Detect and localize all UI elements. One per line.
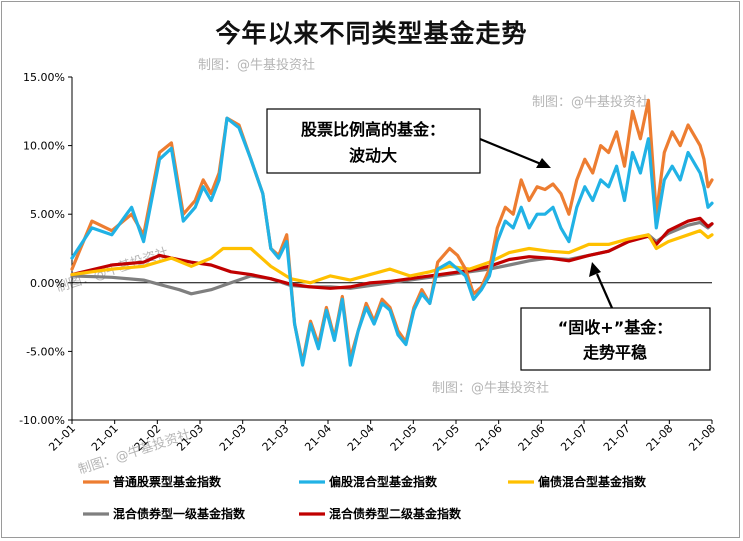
watermark: 制图：@牛基投资社	[432, 380, 549, 396]
x-tick-label: 21-08	[644, 422, 676, 454]
x-tick-label: 21-05	[430, 422, 462, 454]
x-tick-label: 21-07	[601, 422, 633, 454]
x-tick-label: 21-06	[473, 422, 505, 454]
x-tick-label: 21-08	[686, 422, 718, 454]
chart-title: 今年以来不同类型基金走势	[215, 19, 528, 48]
y-tick-label: 15.00%	[23, 71, 65, 84]
callout-equity-box	[266, 108, 481, 174]
y-tick-label: -5.00%	[26, 345, 65, 358]
callout-fixed-income-arrow	[595, 273, 614, 309]
legend-label: 偏债混合型基金指数	[538, 474, 647, 489]
y-axis-ticks: 15.00% 10.00% 5.00% 0.00% -5.00% -10.00%	[19, 71, 72, 427]
x-tick-label: 21-04	[345, 422, 377, 454]
callout-equity-arrowhead	[536, 158, 551, 168]
x-tick-label: 21-04	[302, 422, 334, 454]
callout-fixed-income-box	[520, 307, 711, 371]
series-lines	[70, 98, 714, 367]
legend-label: 混合债券型一级基金指数	[113, 506, 246, 521]
callout-fixed-income: “固收+”基金： 走势平稳	[520, 262, 711, 371]
callout-equity: 股票比例高的基金： 波动大	[266, 108, 551, 174]
callout-fixed-income-line-2: 走势平稳	[582, 343, 647, 362]
y-tick-label: 10.00%	[23, 140, 65, 153]
x-tick-label: 21-06	[516, 422, 548, 454]
x-tick-label: 21-01	[89, 422, 121, 454]
series-line-1	[70, 116, 714, 367]
callout-equity-line-2: 波动大	[349, 146, 397, 165]
x-tick-label: 21-07	[558, 422, 590, 454]
watermark: 制图：@牛基投资社	[532, 94, 649, 110]
watermark: 制图：@牛基投资社	[76, 426, 192, 477]
legend-label: 偏股混合型基金指数	[329, 474, 438, 489]
x-tick-label: 21-03	[260, 422, 292, 454]
callout-equity-line-1: 股票比例高的基金：	[301, 120, 445, 139]
x-tick-label: 21-05	[388, 422, 420, 454]
callout-equity-arrow	[479, 137, 542, 166]
x-tick-label: 21-03	[217, 422, 249, 454]
y-tick-label: 0.00%	[30, 277, 65, 290]
callout-fixed-income-arrowhead	[589, 262, 601, 277]
legend-label: 混合债券型二级基金指数	[329, 506, 462, 521]
y-tick-label: 5.00%	[30, 208, 65, 221]
y-tick-label: -10.00%	[19, 414, 65, 427]
watermark: 制图：@牛基投资社	[198, 57, 315, 73]
callout-fixed-income-line-1: “固收+”基金：	[558, 318, 672, 337]
legend-label: 普通股票型基金指数	[113, 474, 222, 489]
